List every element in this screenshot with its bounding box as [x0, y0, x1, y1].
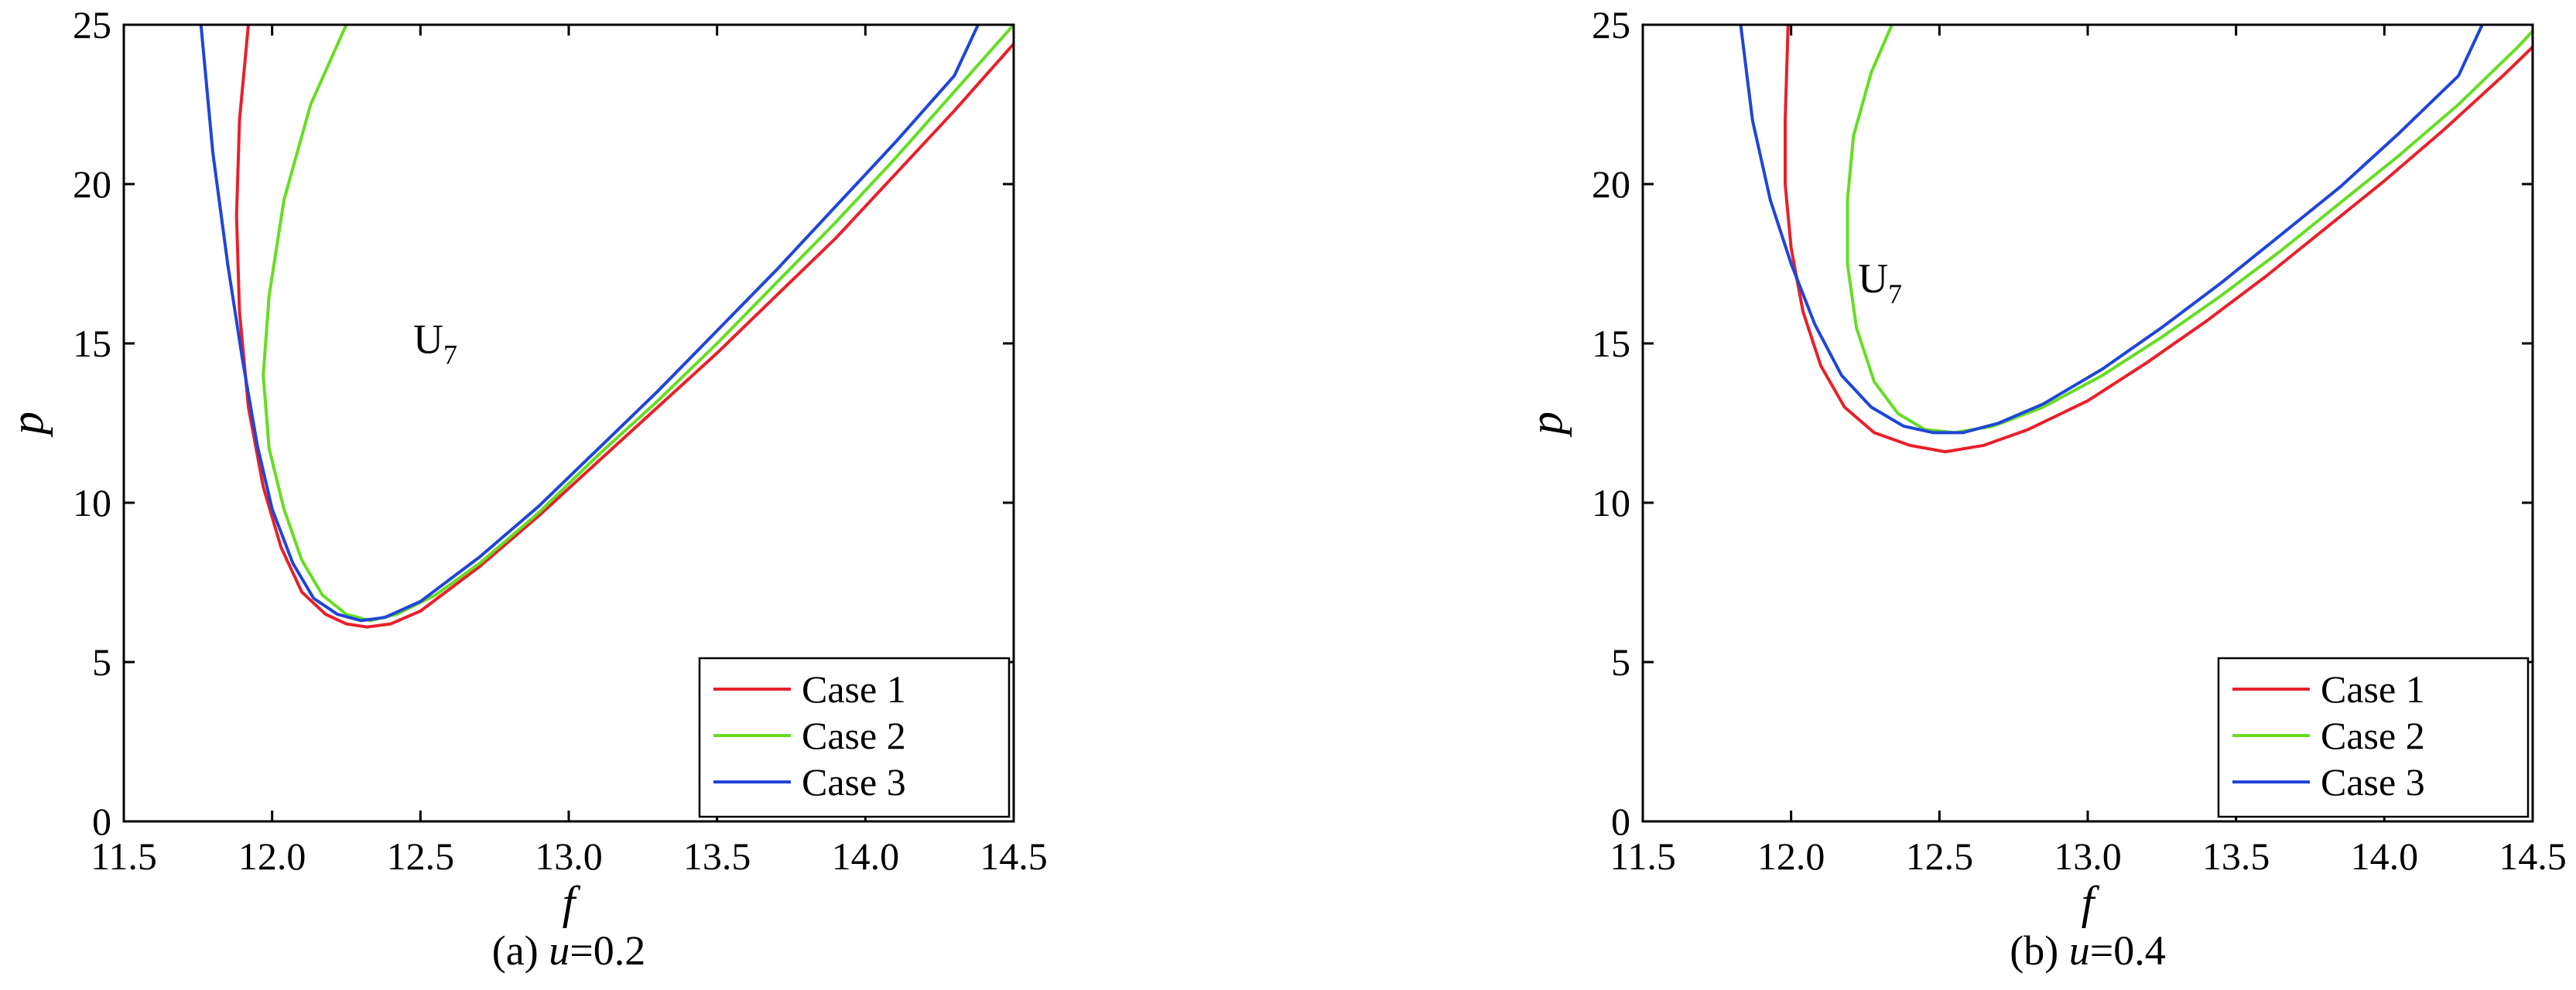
panel-caption: (b) u=0.4: [2010, 927, 2165, 974]
y-tick-label: 20: [73, 162, 111, 206]
y-tick-label: 15: [1592, 322, 1630, 365]
legend-label-case-1: Case 1: [802, 667, 906, 711]
panel-caption: (a) u=0.2: [492, 927, 645, 974]
y-tick-label: 20: [1592, 162, 1630, 206]
region-label-subscript: 7: [1888, 278, 1902, 309]
series-line-case-3: [1739, 25, 2484, 435]
y-tick-label: 25: [1592, 3, 1630, 46]
region-label-main: U: [1858, 255, 1888, 302]
legend-box: [698, 657, 1011, 818]
caption-variable: u: [549, 927, 570, 974]
series-line-case-1: [1784, 25, 2533, 454]
x-tick-label: 13.0: [2054, 835, 2122, 878]
x-tick-label: 11.5: [1610, 835, 1676, 878]
series-line-case-1: [234, 25, 1014, 629]
x-axis-label: f: [563, 877, 581, 928]
x-axis-label: f: [2082, 877, 2100, 928]
x-tick-label: 14.0: [832, 835, 900, 878]
caption-value: =0.4: [2090, 927, 2166, 974]
legend-label-case-3: Case 3: [802, 760, 906, 804]
x-tick-label: 12.5: [387, 835, 455, 878]
region-label: U7: [1858, 255, 1902, 309]
x-tick-label: 11.5: [91, 835, 157, 878]
y-tick-label: 0: [1611, 800, 1630, 843]
series-line-case-3: [199, 25, 980, 623]
x-tick-label: 14.0: [2351, 835, 2419, 878]
x-tick-label: 13.0: [535, 835, 603, 878]
legend-box: [2217, 657, 2530, 818]
x-tick-label: 13.5: [683, 835, 751, 878]
series-line-case-2: [262, 25, 1014, 623]
chart-panel-1: 11.5 12.0 12.5 13.0 13.5 14.0 14.5 0 5 10 15 20 25 f p…: [2, 3, 1048, 974]
x-tick-label: 13.5: [2202, 835, 2270, 878]
chart-panel-2: 11.5 12.0 12.5 13.0 13.5 14.0 14.5 0 5 10 15 20 25 f p…: [1521, 3, 2567, 974]
legend-label-case-3: Case 3: [2321, 760, 2425, 804]
y-tick-label: 5: [92, 640, 111, 684]
x-tick-label: 12.5: [1906, 835, 1974, 878]
legend-label-case-2: Case 2: [2321, 714, 2425, 757]
y-tick-label: 0: [92, 800, 111, 843]
y-tick-label: 5: [1611, 640, 1630, 684]
legend-label-case-2: Case 2: [802, 714, 906, 757]
caption-prefix: (b): [2010, 927, 2068, 974]
caption-variable: u: [2069, 927, 2090, 974]
y-axis-label: p: [2, 411, 53, 438]
y-axis-label: p: [1521, 411, 1572, 438]
region-label-main: U: [413, 316, 443, 362]
region-label: U7: [413, 316, 457, 370]
y-tick-label: 10: [73, 481, 111, 524]
x-tick-label: 12.0: [238, 835, 306, 878]
region-label-subscript: 7: [443, 339, 457, 370]
y-tick-label: 10: [1592, 481, 1630, 524]
y-tick-label: 25: [73, 3, 111, 46]
series-line-case-2: [1846, 25, 2533, 435]
x-tick-label: 12.0: [1757, 835, 1825, 878]
legend-label-case-1: Case 1: [2321, 667, 2425, 711]
y-tick-label: 15: [73, 322, 111, 365]
x-tick-label: 14.5: [980, 835, 1048, 878]
caption-prefix: (a): [492, 927, 549, 974]
x-tick-label: 14.5: [2499, 835, 2567, 878]
caption-value: =0.2: [570, 927, 645, 974]
